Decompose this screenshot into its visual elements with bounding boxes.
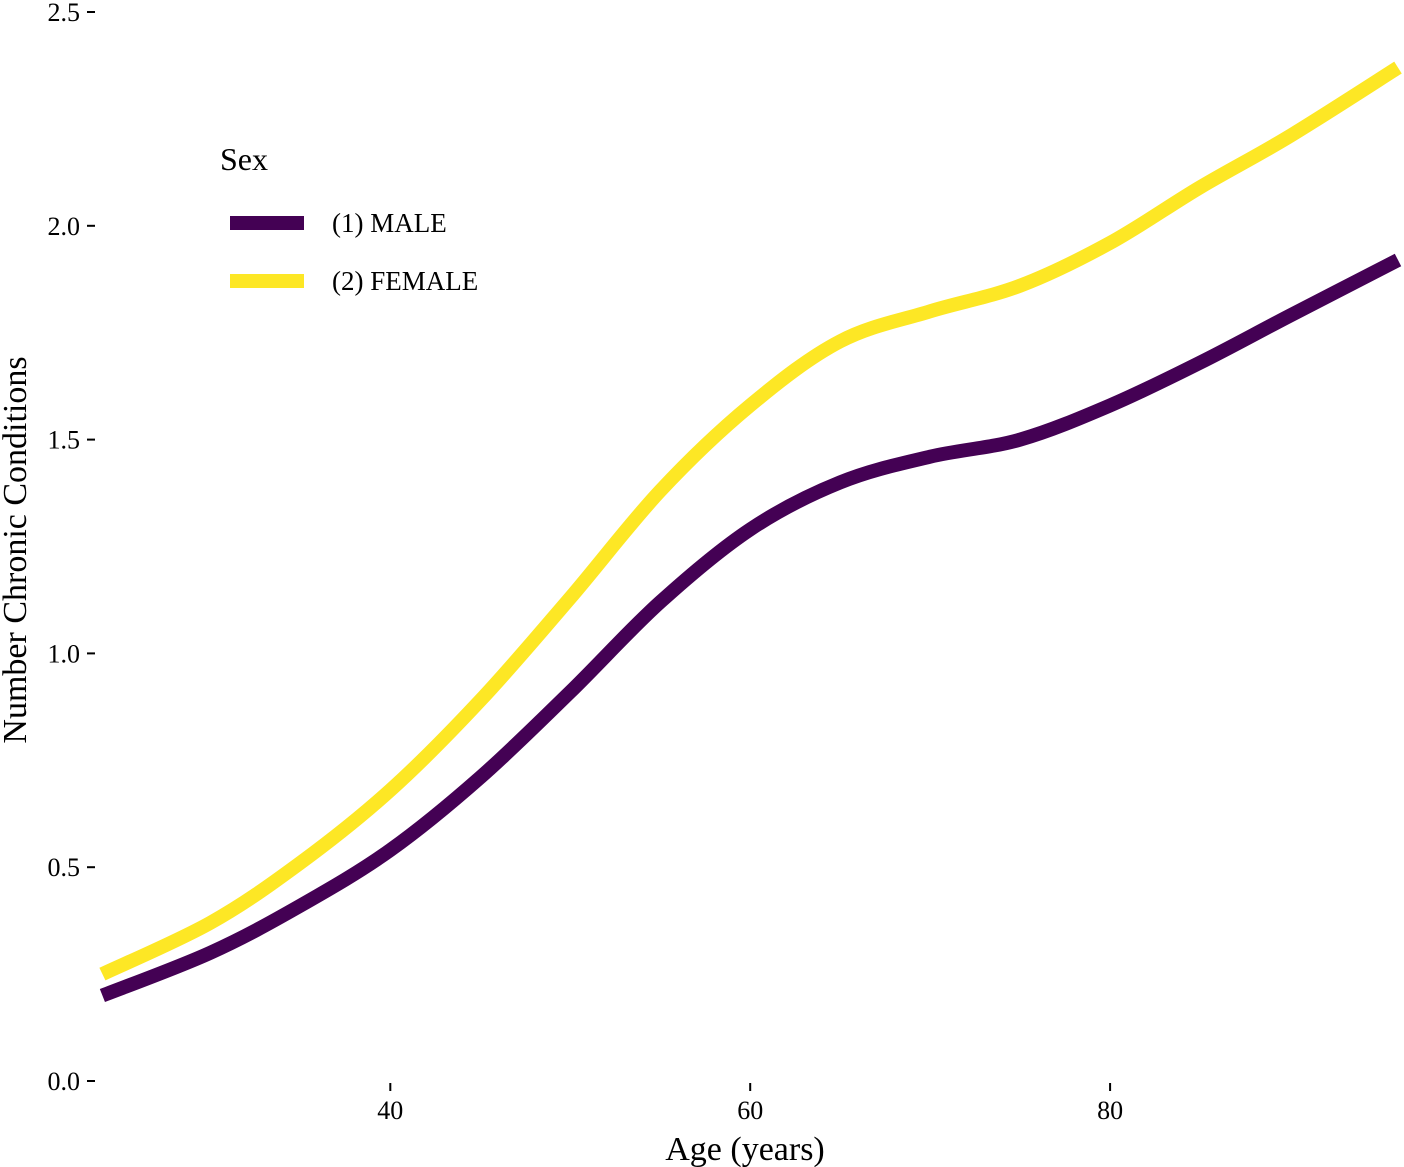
series-line-male <box>99 253 1402 1003</box>
y-tick-label-5: 2.5 <box>48 0 81 27</box>
y-tick-label-4: 2.0 <box>48 212 81 241</box>
x-axis: 40 60 80 <box>377 1083 1123 1125</box>
legend: Sex (1) MALE (2) FEMALE <box>220 141 478 296</box>
x-tick-label-1: 60 <box>737 1096 763 1125</box>
x-tick-label-2: 80 <box>1097 1096 1123 1125</box>
x-axis-title: Age (years) <box>665 1131 825 1167</box>
y-tick-label-0: 0.0 <box>48 1067 81 1096</box>
legend-label-female: (2) FEMALE <box>332 266 478 296</box>
x-tick-label-0: 40 <box>377 1096 403 1125</box>
legend-title: Sex <box>220 141 268 177</box>
series-line-female <box>99 61 1402 981</box>
y-axis: 0.0 0.5 1.0 1.5 2.0 2.5 <box>48 0 95 1096</box>
series-layer <box>99 61 1402 1003</box>
y-tick-label-3: 1.5 <box>48 426 81 455</box>
y-axis-title: Number Chronic Conditions <box>0 356 34 743</box>
y-tick-label-2: 1.0 <box>48 639 81 668</box>
y-tick-label-1: 0.5 <box>48 853 81 882</box>
legend-label-male: (1) MALE <box>332 208 447 238</box>
